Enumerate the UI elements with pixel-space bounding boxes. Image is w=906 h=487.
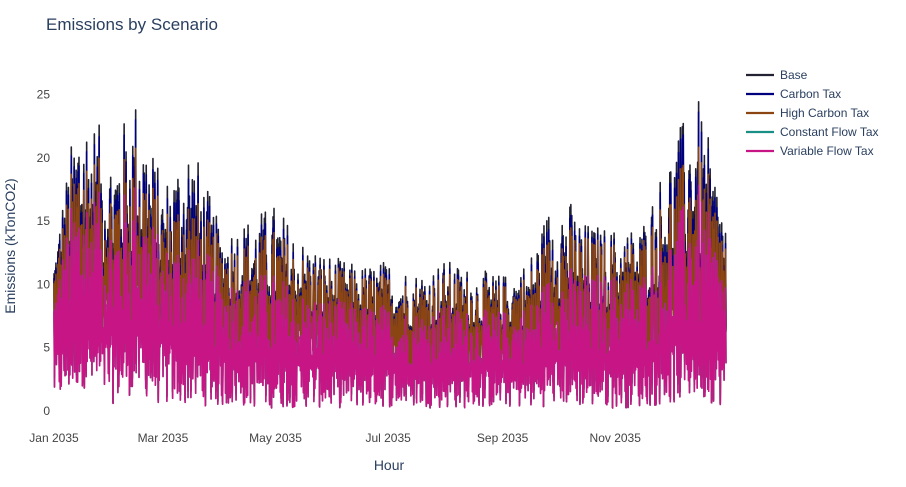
legend-item-1[interactable]: Carbon Tax xyxy=(746,87,841,101)
legend-item-2[interactable]: High Carbon Tax xyxy=(746,106,869,120)
y-axis-ticks: 0 5 10 15 20 25 xyxy=(37,88,51,418)
series-line-4 xyxy=(53,184,727,409)
legend-label-3: Constant Flow Tax xyxy=(780,125,879,139)
y-tick-label-4: 20 xyxy=(37,151,51,165)
x-tick-label-1: Mar 2035 xyxy=(138,431,189,445)
legend-label-0: Base xyxy=(780,68,808,82)
legend-item-4[interactable]: Variable Flow Tax xyxy=(746,144,874,158)
x-tick-label-5: Nov 2035 xyxy=(590,431,642,445)
x-tick-label-0: Jan 2035 xyxy=(29,431,79,445)
x-axis-ticks: Jan 2035 Mar 2035 May 2035 Jul 2035 Sep 2035… xyxy=(29,431,641,445)
legend[interactable]: Base Carbon Tax High Carbon Tax Constant Fl… xyxy=(746,68,879,158)
y-tick-label-3: 15 xyxy=(37,214,51,228)
y-tick-label-0: 0 xyxy=(43,404,50,418)
legend-label-2: High Carbon Tax xyxy=(780,106,869,120)
y-tick-label-5: 25 xyxy=(37,88,51,102)
legend-item-0[interactable]: Base xyxy=(746,68,808,82)
y-tick-label-1: 5 xyxy=(43,341,50,355)
y-axis-label: Emissions (kTonCO2) xyxy=(2,178,18,313)
x-tick-label-3: Jul 2035 xyxy=(365,431,411,445)
legend-label-4: Variable Flow Tax xyxy=(780,144,874,158)
legend-item-3[interactable]: Constant Flow Tax xyxy=(746,125,879,139)
legend-label-1: Carbon Tax xyxy=(780,87,841,101)
plot-area xyxy=(53,100,727,409)
x-tick-label-2: May 2035 xyxy=(249,431,302,445)
x-axis-label: Hour xyxy=(374,457,405,473)
y-tick-label-2: 10 xyxy=(37,277,51,291)
chart-title: Emissions by Scenario xyxy=(46,15,218,34)
x-tick-label-4: Sep 2035 xyxy=(477,431,529,445)
